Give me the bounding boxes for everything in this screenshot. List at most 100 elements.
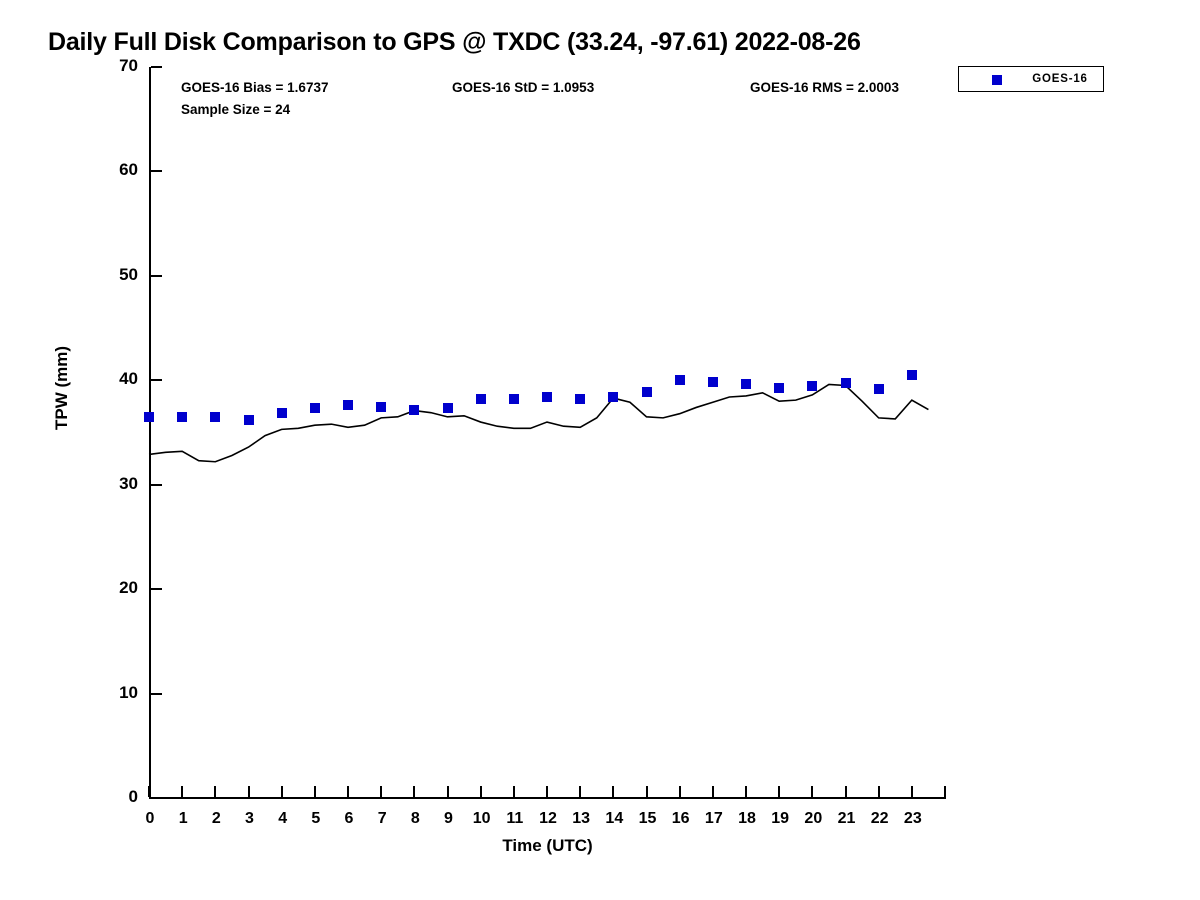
y-tick <box>151 274 162 277</box>
x-tick-label: 19 <box>771 810 790 827</box>
data-point-marker <box>542 391 552 402</box>
x-tick-label: 6 <box>344 810 354 827</box>
x-tick-label: 7 <box>377 810 387 827</box>
x-tick <box>711 786 714 797</box>
x-tick <box>380 786 383 797</box>
x-tick-label: 21 <box>837 810 856 827</box>
x-tick <box>347 786 349 797</box>
data-point-marker <box>608 391 619 402</box>
data-point-marker <box>906 370 917 381</box>
data-point-marker <box>741 379 751 390</box>
x-tick-label: 8 <box>410 810 420 827</box>
x-tick-label: 10 <box>472 810 491 827</box>
plot-area <box>144 67 945 798</box>
x-tick <box>877 786 880 797</box>
y-tick <box>151 692 162 695</box>
x-tick-label: 18 <box>738 810 756 827</box>
x-tick-label: 1 <box>178 810 188 827</box>
data-point-marker <box>508 394 519 405</box>
x-tick-label: 3 <box>245 810 254 827</box>
x-axis-line <box>149 797 946 799</box>
data-point-marker <box>774 382 785 393</box>
x-tick <box>546 786 548 797</box>
x-tick-label: 4 <box>278 810 288 827</box>
data-point-marker <box>376 402 387 413</box>
x-tick-label: 9 <box>444 810 453 827</box>
y-tick-label: 60 <box>119 160 138 180</box>
x-tick <box>214 786 217 797</box>
x-tick <box>280 786 283 797</box>
y-tick <box>151 797 162 799</box>
x-tick <box>313 786 316 797</box>
stat-rms-label: GOES-16 RMS = 2.0003 <box>750 80 899 95</box>
data-point-marker <box>575 394 586 405</box>
stat-std-label: GOES-16 StD = 1.0953 <box>452 80 595 95</box>
y-tick-label: 20 <box>119 578 138 598</box>
x-tick <box>479 786 482 797</box>
data-point-marker <box>177 411 188 422</box>
data-point-marker <box>442 403 453 414</box>
data-point-marker <box>840 378 851 389</box>
data-point-marker <box>707 377 718 388</box>
data-point-marker <box>144 411 154 422</box>
y-tick-label: 30 <box>119 473 138 493</box>
y-axis-line <box>149 67 151 799</box>
x-tick <box>678 786 681 797</box>
y-tick <box>151 66 162 68</box>
stat-sample-size-label: Sample Size = 24 <box>181 102 291 117</box>
x-tick <box>910 786 913 797</box>
x-tick-label: 15 <box>638 810 657 827</box>
x-tick <box>512 786 515 797</box>
data-point-marker <box>243 414 254 425</box>
data-point-marker <box>873 383 884 394</box>
x-tick-label: 16 <box>671 810 690 827</box>
x-tick-label: 14 <box>605 810 624 827</box>
x-tick <box>579 786 582 797</box>
y-tick-label: 70 <box>119 56 138 75</box>
x-tick <box>148 786 150 797</box>
legend-label-goes16: GOES-16 <box>1032 73 1088 85</box>
x-tick <box>645 786 648 797</box>
x-tick <box>944 786 946 797</box>
data-point-marker <box>409 404 420 415</box>
x-tick-label: 11 <box>506 810 524 827</box>
x-tick-label: 5 <box>311 810 321 827</box>
x-tick <box>778 786 781 797</box>
data-point-marker <box>276 407 287 418</box>
x-tick <box>181 786 184 797</box>
y-tick-label: 40 <box>119 369 138 389</box>
x-tick-label: 17 <box>704 810 723 827</box>
page-title: Daily Full Disk Comparison to GPS @ TXDC… <box>48 28 861 56</box>
data-point-marker <box>343 400 353 411</box>
y-tick <box>151 483 162 486</box>
y-tick-label: 50 <box>119 264 138 284</box>
x-tick-label: 12 <box>539 810 557 827</box>
x-tick <box>247 786 250 797</box>
data-point-marker <box>210 411 221 422</box>
data-point-marker <box>807 380 818 391</box>
x-tick-label: 23 <box>903 810 922 827</box>
x-tick <box>446 786 449 797</box>
y-tick <box>151 588 162 591</box>
gps-series-line <box>148 383 929 463</box>
x-tick-label: 2 <box>211 810 221 827</box>
x-tick-label: 0 <box>145 810 155 827</box>
y-tick <box>151 379 162 382</box>
stat-bias-label: GOES-16 Bias = 1.6737 <box>181 80 329 95</box>
x-axis-label: Time (UTC) <box>502 836 593 855</box>
x-tick <box>612 786 615 797</box>
data-point-marker <box>641 386 652 397</box>
legend-marker-goes16-icon <box>992 75 1002 85</box>
x-tick <box>811 786 814 797</box>
data-point-marker <box>674 375 685 386</box>
y-tick-label: 0 <box>128 787 138 806</box>
x-tick <box>413 786 416 797</box>
x-tick-label: 22 <box>870 810 889 827</box>
data-point-marker <box>475 394 486 405</box>
y-axis-label: TPW (mm) <box>52 345 71 431</box>
x-tick-label: 20 <box>804 810 823 827</box>
x-tick-label: 13 <box>572 810 591 827</box>
x-tick <box>745 786 747 797</box>
y-tick <box>151 170 162 173</box>
